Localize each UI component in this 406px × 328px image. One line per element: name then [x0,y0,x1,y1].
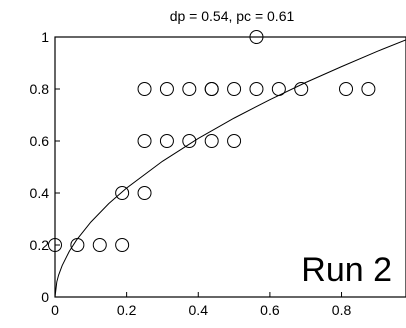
x-axis: 0 0.2 0.4 0.6 0.8 [51,292,351,318]
plot-area [48,30,406,298]
data-point [48,238,62,252]
data-point [137,82,152,96]
data-point [137,134,152,148]
y-tick-label: 0.4 [30,185,50,201]
y-tick-label: 0 [41,289,49,305]
data-point [227,82,242,96]
data-point [227,134,242,148]
x-tick-label: 0.8 [332,302,352,318]
x-tick-label: 0.6 [260,302,280,318]
y-tick-label: 1 [41,29,49,45]
data-point [339,82,354,96]
data-point [115,186,130,200]
data-point [159,134,174,148]
y-tick-label: 0.2 [30,237,50,253]
data-point [204,82,219,96]
data-point [137,186,152,200]
data-points [48,30,376,252]
data-point [182,134,197,148]
data-point [249,82,264,96]
data-point [271,82,286,96]
data-point [115,238,130,252]
x-tick-label: 0.4 [189,302,209,318]
data-point [159,82,174,96]
data-point [70,238,85,252]
data-point [294,82,309,96]
data-point [92,238,107,252]
y-axis: 0 0.2 0.4 0.6 0.8 1 [30,29,60,305]
x-tick-label: 0 [51,302,59,318]
y-tick-label: 0.8 [30,81,50,97]
data-point [249,30,264,44]
run-annotation: Run 2 [301,251,392,289]
x-tick-label: 0.2 [117,302,137,318]
data-point [182,82,197,96]
y-tick-label: 0.6 [30,133,50,149]
chart-title: dp = 0.54, pc = 0.61 [170,8,295,24]
data-point [361,82,376,96]
plot-frame [54,36,406,298]
data-point [204,134,219,148]
